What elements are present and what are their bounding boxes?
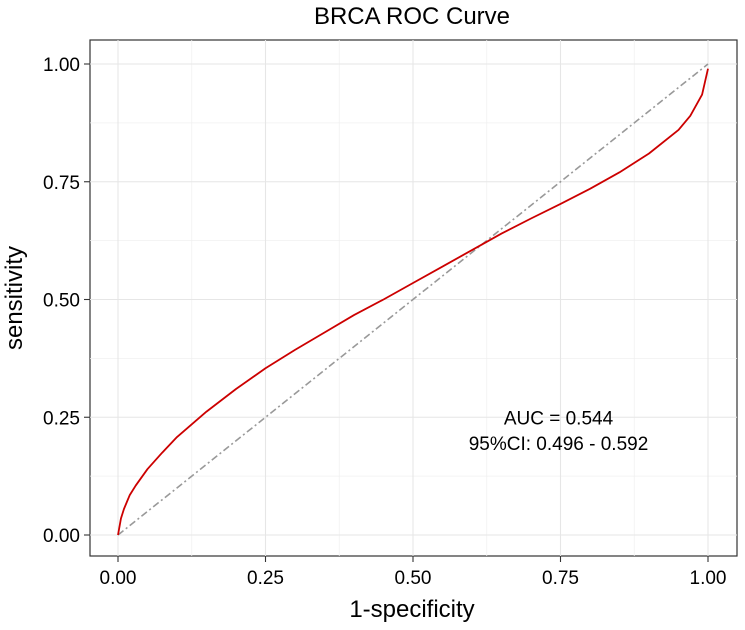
- x-tick-label: 0.75: [542, 568, 579, 589]
- x-tick-label: 0.50: [395, 568, 432, 589]
- y-axis-title: sensitivity: [1, 246, 28, 350]
- y-tick-label: 1.00: [43, 55, 80, 76]
- chart-title: BRCA ROC Curve: [314, 3, 510, 30]
- y-tick-label: 0.25: [43, 408, 80, 429]
- y-tick-label: 0.00: [43, 526, 80, 547]
- x-axis-title: 1-specificity: [349, 596, 474, 623]
- y-tick-label: 0.50: [43, 291, 80, 312]
- x-tick-label: 0.25: [247, 568, 284, 589]
- x-tick-label: 1.00: [690, 568, 727, 589]
- y-tick-label: 0.75: [43, 173, 80, 194]
- auc-annotation: AUC = 0.544: [504, 408, 614, 429]
- grid-lines: [90, 40, 737, 556]
- x-tick-label: 0.00: [100, 568, 137, 589]
- ci-annotation: 95%CI: 0.496 - 0.592: [469, 434, 649, 455]
